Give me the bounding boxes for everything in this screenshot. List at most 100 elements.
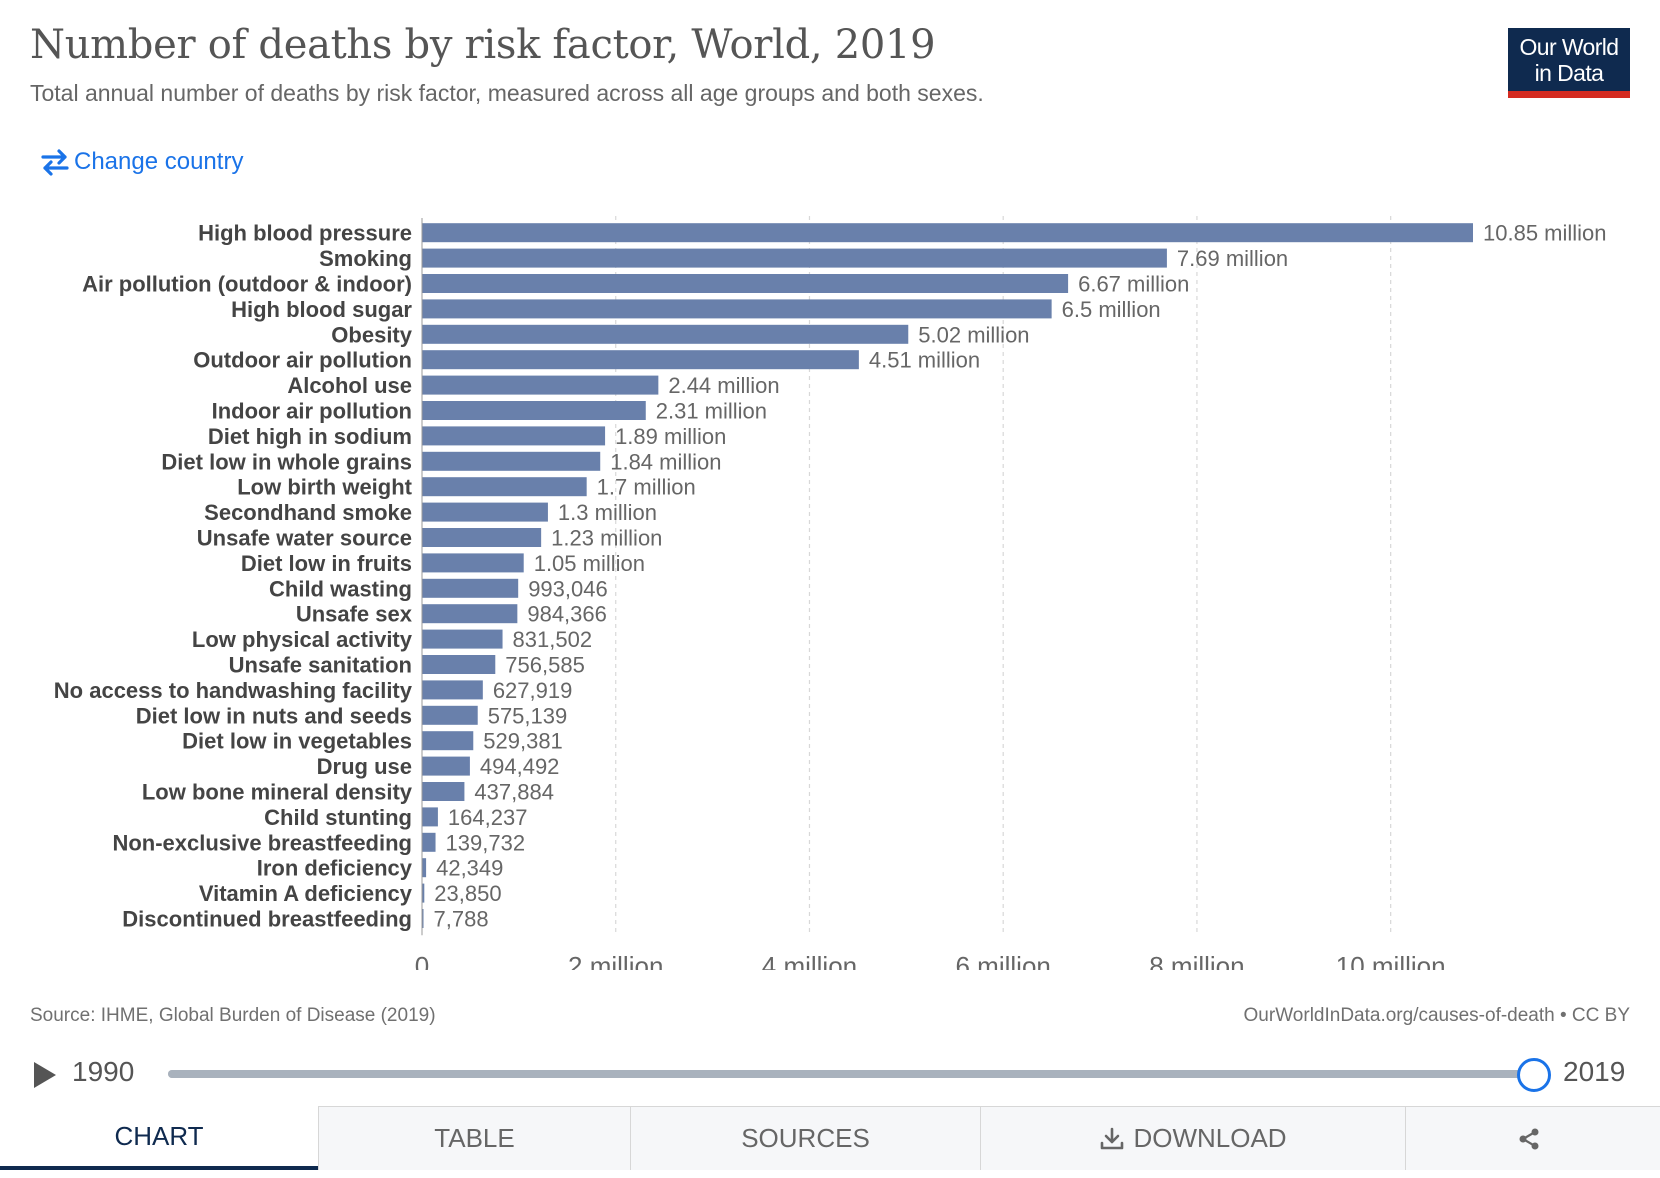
category-label: Low bone mineral density [142, 780, 413, 805]
bar[interactable] [422, 274, 1069, 293]
source-note[interactable]: Source: IHME, Global Burden of Disease (… [30, 1005, 436, 1026]
category-label: Secondhand smoke [204, 500, 412, 525]
category-label: Child wasting [269, 576, 412, 601]
bar[interactable] [422, 604, 518, 624]
category-label: High blood sugar [231, 297, 412, 322]
bar[interactable] [422, 375, 659, 395]
data-label: 6.5 million [1062, 297, 1161, 322]
data-label: 5.02 million [918, 322, 1029, 347]
data-label: 1.05 million [534, 551, 645, 576]
bar[interactable] [422, 858, 427, 878]
bar[interactable] [422, 832, 436, 852]
bar[interactable] [422, 528, 542, 547]
category-label: Non-exclusive breastfeeding [112, 830, 412, 855]
bar[interactable] [422, 248, 1167, 268]
bar[interactable] [422, 553, 524, 573]
category-label: Diet low in fruits [241, 551, 412, 576]
bar[interactable] [422, 883, 425, 903]
category-label: Indoor air pollution [212, 399, 412, 424]
category-label: No access to handwashing facility [54, 678, 413, 703]
bar[interactable] [422, 451, 601, 471]
timeline-slider[interactable] [168, 1058, 1551, 1092]
bar[interactable] [422, 909, 424, 928]
bar[interactable] [422, 705, 478, 725]
data-label: 984,366 [527, 602, 607, 627]
tab-chart-label: CHART [114, 1120, 204, 1151]
data-label: 756,585 [505, 653, 585, 678]
category-label: Iron deficiency [257, 856, 413, 881]
data-label: 437,884 [474, 780, 554, 805]
bar[interactable] [422, 477, 587, 497]
bar[interactable] [422, 299, 1052, 319]
category-label: Alcohol use [287, 373, 412, 398]
data-label: 164,237 [448, 805, 528, 830]
x-tick-label: 2 million [568, 951, 663, 970]
data-label: 1.23 million [551, 526, 662, 551]
change-country-label: Change country [74, 148, 244, 175]
change-country-button[interactable]: Change country [40, 148, 243, 176]
bar[interactable] [422, 807, 438, 827]
x-tick-label: 8 million [1149, 951, 1244, 970]
page-title: Number of deaths by risk factor, World, … [30, 22, 936, 68]
data-label: 2.44 million [668, 373, 779, 398]
bar-chart: High blood pressure 10.85 million Smoking 7… [54, 216, 1607, 970]
tab-share[interactable] [1405, 1106, 1660, 1170]
logo-text: Our World in Data [1519, 34, 1620, 86]
owid-logo[interactable]: Our World in Data [1508, 28, 1630, 98]
bar[interactable] [422, 680, 483, 700]
bar[interactable] [422, 782, 465, 801]
data-label: 627,919 [493, 678, 573, 703]
bar[interactable] [422, 502, 548, 522]
bar[interactable] [422, 731, 474, 751]
timeline-start-year: 1990 [72, 1056, 135, 1087]
tab-download-label: DOWNLOAD [1133, 1123, 1287, 1153]
category-label: Diet low in whole grains [161, 449, 412, 474]
logo-red-bar [1508, 91, 1630, 98]
category-label: Diet high in sodium [208, 424, 412, 449]
tab-sources[interactable]: SOURCES [630, 1106, 980, 1170]
data-label: 831,502 [513, 627, 593, 652]
tab-download[interactable]: DOWNLOAD [980, 1106, 1405, 1170]
play-icon[interactable] [32, 1060, 58, 1090]
timeline-end-year: 2019 [1563, 1056, 1626, 1087]
bar[interactable] [422, 578, 519, 598]
data-label: 1.89 million [615, 424, 726, 449]
data-label: 139,732 [446, 830, 526, 855]
data-label: 7.69 million [1177, 246, 1288, 271]
x-tick-label: 6 million [956, 951, 1051, 970]
bar[interactable] [422, 756, 470, 776]
category-label: Diet low in vegetables [182, 729, 412, 754]
tab-table[interactable]: TABLE [318, 1106, 630, 1170]
x-tick-label: 4 million [762, 951, 857, 970]
data-label: 4.51 million [869, 348, 980, 373]
tab-sources-label: SOURCES [741, 1123, 870, 1153]
category-label: High blood pressure [198, 221, 412, 246]
bar[interactable] [422, 629, 503, 649]
data-label: 494,492 [480, 754, 560, 779]
bar[interactable] [422, 223, 1473, 243]
bar[interactable] [422, 655, 496, 674]
category-label: Low physical activity [192, 627, 413, 652]
bar[interactable] [422, 324, 909, 344]
data-label: 23,850 [434, 881, 501, 906]
data-label: 993,046 [528, 576, 608, 601]
bar[interactable] [422, 350, 859, 370]
category-label: Air pollution (outdoor & indoor) [82, 272, 412, 297]
category-label: Discontinued breastfeeding [122, 907, 412, 932]
timeline-fill [168, 1070, 1533, 1078]
tab-bar: CHART TABLE SOURCES DOWNLOAD [0, 1106, 1660, 1170]
page-subtitle: Total annual number of deaths by risk fa… [30, 80, 984, 106]
category-label: Unsafe sex [296, 602, 413, 627]
category-label: Vitamin A deficiency [199, 881, 413, 906]
timeline-handle[interactable] [1517, 1058, 1551, 1092]
bar[interactable] [422, 426, 606, 446]
bar[interactable] [422, 401, 646, 420]
x-tick-label: 10 million [1336, 951, 1446, 970]
category-label: Obesity [331, 322, 412, 347]
data-label: 2.31 million [656, 399, 767, 424]
tab-chart[interactable]: CHART [0, 1106, 318, 1170]
site-link[interactable]: OurWorldInData.org/causes-of-death • CC … [1243, 1005, 1630, 1026]
category-label: Unsafe sanitation [229, 653, 412, 678]
tab-table-label: TABLE [434, 1123, 515, 1153]
x-tick-label: 0 [415, 951, 429, 970]
